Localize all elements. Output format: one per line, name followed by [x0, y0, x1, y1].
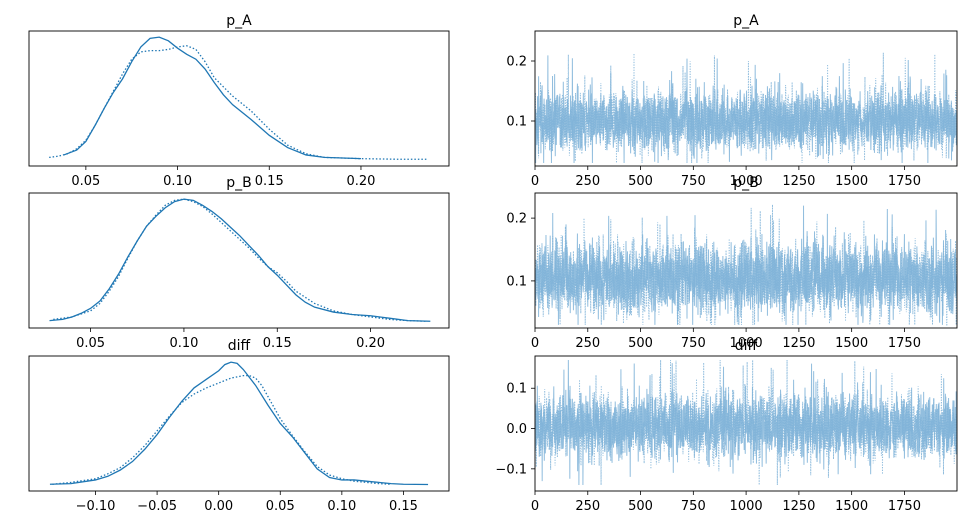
- panel-2: 0 250 500 750 1000 1250 1500 1750 0.1 0.2 p_A: [506, 13, 958, 189]
- plot-area: [49, 36, 427, 160]
- axes-frame: [28, 355, 450, 492]
- x-tick-label: 500: [628, 499, 653, 514]
- trace-line-dotted: [535, 360, 957, 485]
- panel-4: 0 250 500 750 1000 1250 1500 1750 0.1 0.2 p_B: [506, 175, 958, 351]
- panel-1: 0.05 0.10 0.15 0.20 p_A: [28, 13, 450, 189]
- y-tick-label: 0.2: [506, 55, 527, 70]
- x-tick-label: 1500: [835, 336, 868, 351]
- x-tick-label: 0: [531, 499, 539, 514]
- x-tick-label: 0.10: [163, 174, 192, 189]
- x-tick-label: 250: [575, 336, 600, 351]
- panel-title: p_B: [733, 175, 759, 191]
- trace-line-dotted: [535, 52, 957, 164]
- panel-title: diff: [735, 338, 758, 354]
- x-tick-label: 1500: [835, 499, 868, 514]
- plot-area: [535, 360, 957, 485]
- x-tick-label: 1750: [888, 336, 921, 351]
- panel-6: 0 250 500 750 1000 1250 1500 1750 −0.1 0.0 0.1 diff: [495, 338, 958, 514]
- axes-frame: [28, 30, 450, 167]
- x-tick-label: 0.15: [389, 499, 418, 514]
- density-line-dotted: [49, 45, 427, 160]
- x-tick-label: 1250: [782, 174, 815, 189]
- density-line-dotted: [52, 374, 392, 485]
- x-tick-label: 0.05: [71, 174, 100, 189]
- x-tick-label: 0.15: [263, 336, 292, 351]
- panel-3: 0.05 0.10 0.15 0.20 p_B: [28, 175, 450, 351]
- axes-frame: [28, 192, 450, 329]
- panel-title: p_A: [733, 13, 759, 29]
- x-tick-label: 750: [681, 174, 706, 189]
- x-tick-label: 0: [531, 336, 539, 351]
- x-tick-label: 0.20: [346, 174, 375, 189]
- x-tick-label: 0.20: [356, 336, 385, 351]
- x-tick-label: 0.15: [255, 174, 284, 189]
- x-tick-label: 0.05: [76, 336, 105, 351]
- x-tick-label: 0.10: [327, 499, 356, 514]
- x-tick-label: 1000: [730, 499, 763, 514]
- plot-area: [535, 52, 957, 164]
- y-tick-label: 0.1: [506, 115, 527, 130]
- x-tick-label: 1500: [835, 174, 868, 189]
- panel-title: p_B: [226, 175, 252, 191]
- x-tick-label: 1750: [888, 499, 921, 514]
- y-tick-label: 0.1: [506, 274, 527, 289]
- trace-line-dotted: [535, 204, 957, 326]
- plot-area: [49, 198, 431, 322]
- x-tick-label: −0.05: [137, 499, 177, 514]
- x-tick-label: 500: [628, 174, 653, 189]
- density-line-solid: [49, 361, 429, 486]
- density-line-solid: [63, 36, 361, 160]
- density-line-dotted: [53, 198, 427, 322]
- x-tick-label: 1750: [888, 174, 921, 189]
- y-tick-label: −0.1: [495, 462, 527, 477]
- x-tick-label: 0.10: [169, 336, 198, 351]
- x-tick-label: 1250: [782, 499, 815, 514]
- y-tick-label: 0.2: [506, 212, 527, 227]
- x-tick-label: 1000: [730, 174, 763, 189]
- x-tick-label: 0: [531, 174, 539, 189]
- y-tick-label: 0.1: [506, 382, 527, 397]
- panel-5: −0.10 −0.05 0.00 0.05 0.10 0.15 diff: [28, 338, 450, 514]
- x-tick-label: 1000: [730, 336, 763, 351]
- x-tick-label: 250: [575, 174, 600, 189]
- density-line-solid: [49, 198, 431, 322]
- x-tick-label: 250: [575, 499, 600, 514]
- y-tick-label: 0.0: [506, 422, 527, 437]
- panel-title: diff: [228, 338, 251, 354]
- plot-area: [49, 361, 429, 486]
- x-tick-label: 500: [628, 336, 653, 351]
- x-tick-label: 1250: [782, 336, 815, 351]
- plot-area: [535, 204, 957, 326]
- x-tick-label: −0.10: [76, 499, 116, 514]
- x-tick-label: 0.00: [204, 499, 233, 514]
- x-tick-label: 750: [681, 336, 706, 351]
- panel-title: p_A: [226, 13, 252, 29]
- x-tick-label: 750: [681, 499, 706, 514]
- x-tick-label: 0.05: [266, 499, 295, 514]
